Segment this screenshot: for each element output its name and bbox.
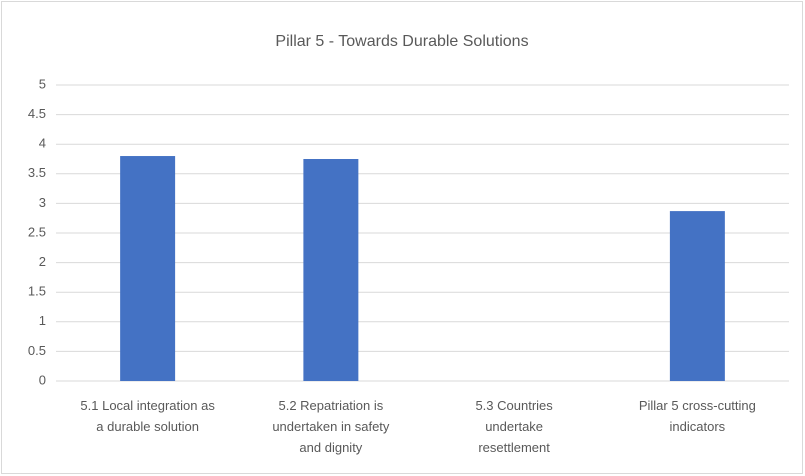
y-tick-label: 1 <box>39 313 46 328</box>
x-tick-label: Pillar 5 cross-cutting indicators <box>639 398 756 434</box>
y-tick-label: 4.5 <box>28 106 46 121</box>
bar <box>120 156 176 381</box>
chart-title: Pillar 5 - Towards Durable Solutions <box>275 33 528 50</box>
x-tick-label: 5.3 Countries undertake resettlement <box>475 398 553 455</box>
x-tick-label: 5.1 Local integration as a durable soluti… <box>80 398 215 434</box>
y-tick-label: 1.5 <box>28 284 46 299</box>
y-tick-label: 3 <box>39 195 46 210</box>
y-tick-label: 0 <box>39 372 46 387</box>
y-tick-label: 3.5 <box>28 165 46 180</box>
y-tick-label: 0.5 <box>28 343 46 358</box>
y-tick-label: 4 <box>39 136 46 151</box>
y-tick-label: 2.5 <box>28 224 46 239</box>
y-tick-label: 2 <box>39 254 46 269</box>
bar <box>303 159 359 381</box>
bar <box>669 211 725 381</box>
y-tick-label: 5 <box>39 76 46 91</box>
x-tick-label: 5.2 Repatriation is undertaken in safety a… <box>272 398 390 455</box>
